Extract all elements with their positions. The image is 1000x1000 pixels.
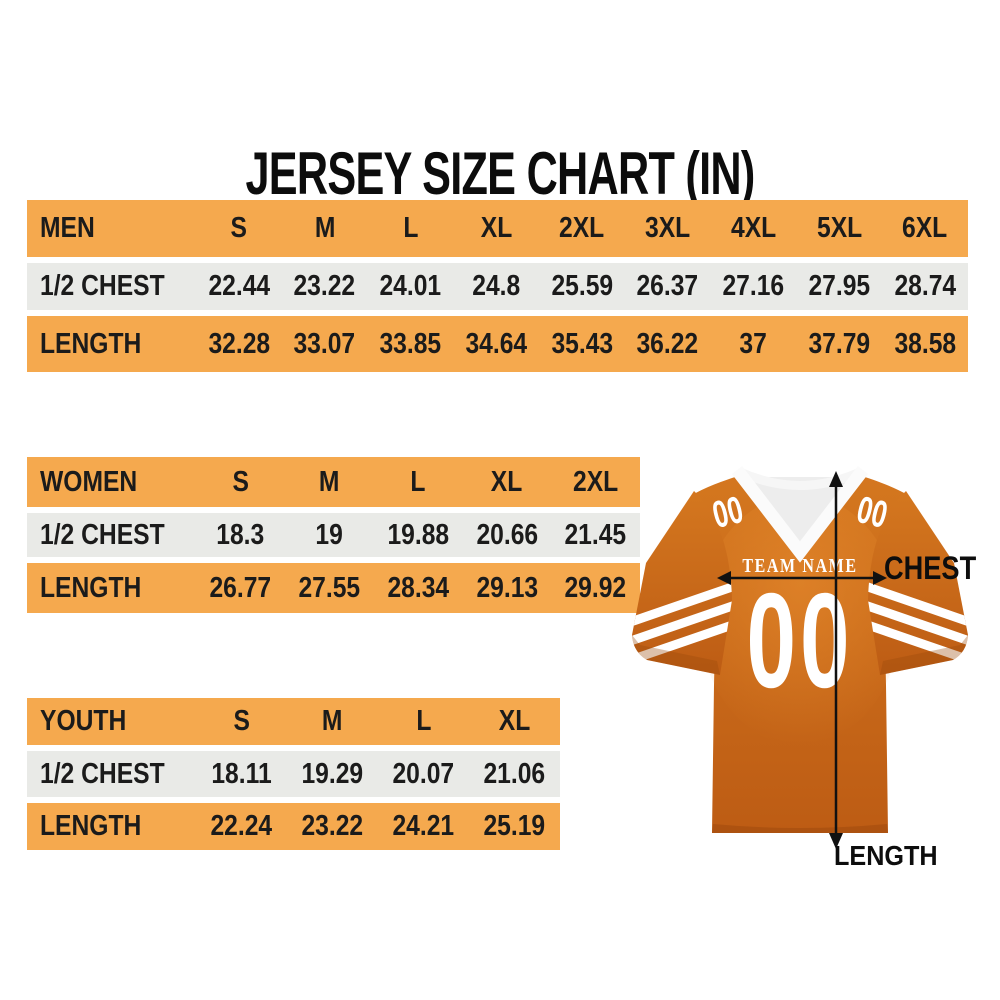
size-col-header: S (196, 698, 287, 745)
measurement-row: LENGTH 32.28 33.07 33.85 34.64 35.43 36.22 37 37… (27, 316, 968, 372)
v-neck-collar (731, 466, 869, 563)
size-value: 23.22 (287, 803, 378, 850)
size-value: 20.07 (378, 751, 469, 797)
size-value: 28.34 (373, 563, 463, 613)
size-col-header: L (373, 457, 463, 507)
size-col-header: 2XL (551, 457, 640, 507)
size-value: 19 (284, 513, 374, 557)
row-label: LENGTH (27, 803, 196, 850)
size-col-header: 3XL (624, 200, 711, 257)
size-value: 32.28 (196, 316, 282, 372)
jersey-figure: 00 00 TEAM NAME 00 (630, 455, 970, 875)
measurement-row: LENGTH 26.77 27.55 28.34 29.13 29.92 (27, 563, 640, 613)
chest-arrow (717, 571, 887, 585)
table-title: YOUTH (27, 698, 196, 745)
youth-size-table: YOUTH S M L XL 1/2 CHEST 18.11 19.29 20.07 21.06 L… (27, 692, 560, 856)
women-size-table: WOMEN S M L XL 2XL 1/2 CHEST 18.3 19 19.88 20.66 21… (27, 451, 640, 619)
men-size-table: MEN S M L XL 2XL 3XL 4XL 5XL 6XL 1/2 CHEST 22.44 23.… (27, 194, 968, 378)
team-name-text: TEAM NAME (742, 554, 857, 576)
measurement-row: LENGTH 22.24 23.22 24.21 25.19 (27, 803, 560, 850)
jersey-body-highlight (700, 495, 900, 745)
size-col-header: L (378, 698, 469, 745)
size-col-header: 4XL (710, 200, 797, 257)
size-value: 27.95 (796, 263, 883, 310)
size-col-header: L (367, 200, 454, 257)
size-value: 29.92 (551, 563, 640, 613)
size-value: 22.24 (196, 803, 287, 850)
size-value: 34.64 (453, 316, 540, 372)
size-col-header: M (281, 200, 368, 257)
size-value: 37.79 (796, 316, 883, 372)
length-arrow (829, 471, 843, 849)
size-value: 33.07 (281, 316, 368, 372)
women-table: WOMEN S M L XL 2XL 1/2 CHEST 18.3 19 19.88 20.66 21… (27, 451, 640, 619)
size-value: 21.06 (469, 751, 560, 797)
size-value: 22.44 (196, 263, 282, 310)
size-value: 37 (710, 316, 797, 372)
size-col-header: 2XL (539, 200, 625, 257)
size-value: 25.59 (539, 263, 625, 310)
men-table: MEN S M L XL 2XL 3XL 4XL 5XL 6XL 1/2 CHEST 22.44 23.… (27, 194, 968, 378)
size-value: 38.58 (882, 316, 968, 372)
size-header-row: WOMEN S M L XL 2XL (27, 457, 640, 507)
size-value: 24.21 (378, 803, 469, 850)
size-col-header: 5XL (796, 200, 883, 257)
size-col-header: S (196, 457, 285, 507)
size-value: 33.85 (367, 316, 454, 372)
size-value: 28.74 (882, 263, 968, 310)
row-label: 1/2 CHEST (27, 263, 196, 310)
size-value: 21.45 (551, 513, 640, 557)
size-value: 36.22 (624, 316, 711, 372)
size-value: 18.11 (196, 751, 287, 797)
size-col-header: XL (453, 200, 540, 257)
size-value: 25.19 (469, 803, 560, 850)
collar-opening (744, 477, 856, 550)
back-collar (738, 467, 862, 490)
row-label: LENGTH (27, 316, 196, 372)
jersey-hem (712, 824, 888, 833)
size-header-row: MEN S M L XL 2XL 3XL 4XL 5XL 6XL (27, 200, 968, 257)
size-value: 26.37 (624, 263, 711, 310)
size-value: 29.13 (462, 563, 552, 613)
size-col-header: M (287, 698, 378, 745)
measurement-row: 1/2 CHEST 18.3 19 19.88 20.66 21.45 (27, 513, 640, 557)
chest-number-text: 00 (746, 565, 853, 716)
length-measure-label: LENGTH (834, 840, 938, 871)
size-value: 27.16 (710, 263, 797, 310)
size-value: 24.8 (453, 263, 540, 310)
youth-table: YOUTH S M L XL 1/2 CHEST 18.11 19.29 20.07 21.06 L… (27, 692, 560, 856)
size-value: 35.43 (539, 316, 625, 372)
size-col-header: S (196, 200, 282, 257)
table-title: MEN (27, 200, 196, 257)
size-value: 19.29 (287, 751, 378, 797)
jersey-illustration: 00 00 TEAM NAME 00 (632, 466, 968, 849)
page-title: JERSEY SIZE CHART (IN) (245, 140, 755, 208)
size-value: 26.77 (196, 563, 285, 613)
size-header-row: YOUTH S M L XL (27, 698, 560, 745)
size-col-header: M (284, 457, 374, 507)
size-value: 18.3 (196, 513, 285, 557)
size-value: 23.22 (281, 263, 368, 310)
size-col-header: 6XL (882, 200, 968, 257)
table-title: WOMEN (27, 457, 196, 507)
row-label: 1/2 CHEST (27, 513, 196, 557)
row-label: 1/2 CHEST (27, 751, 196, 797)
chest-measure-label: CHEST (884, 550, 977, 586)
size-value: 19.88 (373, 513, 463, 557)
size-value: 20.66 (462, 513, 552, 557)
size-value: 24.01 (367, 263, 454, 310)
size-col-header: XL (469, 698, 560, 745)
measurement-row: 1/2 CHEST 22.44 23.22 24.01 24.8 25.59 26.37 27… (27, 263, 968, 310)
size-col-header: XL (462, 457, 552, 507)
size-value: 27.55 (284, 563, 374, 613)
measurement-row: 1/2 CHEST 18.11 19.29 20.07 21.06 (27, 751, 560, 797)
row-label: LENGTH (27, 563, 196, 613)
